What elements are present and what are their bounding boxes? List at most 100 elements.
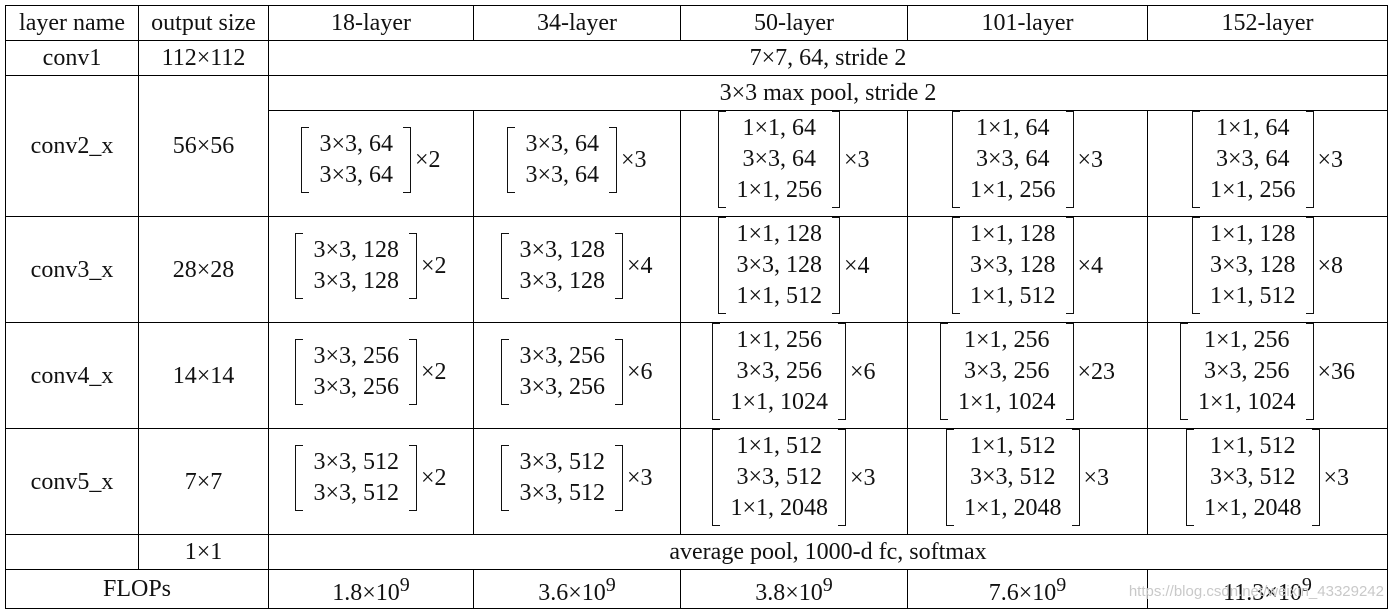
block-cell: 1×1, 256 3×3, 256 1×1, 1024 ×23	[907, 322, 1148, 429]
watermark: https://blog.csdn.net/weixin_43329242	[1128, 583, 1384, 600]
repeat-factor: ×3	[1317, 146, 1344, 173]
conv-layer-spec: 3×3, 512	[519, 479, 605, 506]
repeat-factor: ×4	[844, 252, 870, 279]
layer-stack: 1×1, 64 3×3, 64 1×1, 256	[736, 111, 822, 208]
conv-layer-spec: 1×1, 128	[969, 221, 1056, 247]
output-size: 7×7	[138, 428, 269, 535]
conv-layer-spec: 3×3, 128	[969, 252, 1056, 278]
bracket-matrix: 3×3, 64 3×3, 64	[507, 126, 617, 193]
conv-layer-spec: 1×1, 256	[969, 177, 1056, 203]
block-cell: 3×3, 64 3×3, 64 ×3	[473, 110, 681, 217]
conv-layer-spec: 3×3, 64	[975, 146, 1050, 172]
layer-stack: 3×3, 128 3×3, 128	[519, 233, 605, 299]
bracket-matrix: 1×1, 128 3×3, 128 1×1, 512	[718, 217, 840, 314]
repeat-factor: ×3	[621, 146, 647, 173]
left-bracket	[1185, 429, 1194, 526]
right-bracket	[1311, 429, 1320, 526]
bracket-matrix: 1×1, 128 3×3, 128 1×1, 512	[951, 217, 1074, 314]
block-cell: 1×1, 128 3×3, 128 1×1, 512 ×4	[680, 216, 908, 323]
flops-value: 3.8×109	[680, 569, 908, 609]
right-bracket	[1065, 217, 1074, 314]
repeat-factor: ×3	[850, 464, 876, 491]
conv1-row: conv1 112×112 7×7, 64, stride 2	[5, 40, 1388, 76]
output-size: 56×56	[138, 75, 269, 217]
residual-block: 1×1, 512 3×3, 512 1×1, 2048 ×3	[945, 429, 1110, 526]
layer-stack: 1×1, 256 3×3, 256 1×1, 1024	[730, 323, 828, 420]
bracket-matrix: 3×3, 512 3×3, 512	[501, 444, 623, 511]
bracket-matrix: 1×1, 256 3×3, 256 1×1, 1024	[712, 323, 846, 420]
header-cell: 101-layer	[907, 5, 1148, 41]
bracket-matrix: 1×1, 512 3×3, 512 1×1, 2048	[1185, 429, 1320, 526]
left-bracket	[1191, 111, 1200, 208]
residual-block: 1×1, 64 3×3, 64 1×1, 256 ×3	[1191, 111, 1344, 208]
residual-block: 1×1, 64 3×3, 64 1×1, 256 ×3	[718, 111, 870, 208]
bracket-matrix: 3×3, 128 3×3, 128	[295, 232, 417, 299]
left-bracket	[712, 323, 721, 420]
output-size: 28×28	[138, 216, 269, 323]
conv-layer-spec: 1×1, 256	[963, 327, 1050, 353]
left-bracket	[501, 232, 510, 299]
conv-layer-spec: 1×1, 512	[969, 283, 1056, 309]
repeat-factor: ×3	[1323, 464, 1350, 491]
right-bracket	[1065, 323, 1074, 420]
right-bracket	[615, 338, 623, 405]
block-cell: 1×1, 256 3×3, 256 1×1, 1024 ×6	[680, 322, 908, 429]
conv-layer-spec: 3×3, 512	[313, 479, 399, 506]
repeat-factor: ×2	[421, 358, 447, 385]
residual-block: 1×1, 256 3×3, 256 1×1, 1024 ×36	[1179, 323, 1355, 420]
left-bracket	[718, 217, 727, 314]
bracket-matrix: 1×1, 256 3×3, 256 1×1, 1024	[939, 323, 1074, 420]
bracket-matrix: 1×1, 512 3×3, 512 1×1, 2048	[945, 429, 1080, 526]
output-size: 112×112	[138, 40, 269, 76]
flops-value: 3.6×109	[473, 569, 681, 609]
repeat-factor: ×3	[1083, 464, 1110, 491]
repeat-factor: ×2	[415, 146, 441, 173]
flops-exponent: 9	[1301, 574, 1312, 596]
right-bracket	[1305, 323, 1314, 420]
layer-name	[5, 534, 139, 570]
conv-layer-spec: 1×1, 64	[742, 115, 816, 141]
repeat-factor: ×2	[421, 464, 447, 491]
residual-block: 1×1, 256 3×3, 256 1×1, 1024 ×6	[712, 323, 876, 420]
repeat-factor: ×6	[627, 358, 653, 385]
conv-layer-spec: 3×3, 256	[1203, 358, 1290, 384]
conv-layer-spec: 3×3, 256	[736, 358, 822, 384]
conv-layer-spec: 1×1, 2048	[1203, 495, 1302, 521]
repeat-factor: ×3	[844, 146, 870, 173]
header-cell: 152-layer	[1147, 5, 1388, 41]
conv1-spec: 7×7, 64, stride 2	[268, 40, 1388, 76]
layer-stack: 1×1, 128 3×3, 128 1×1, 512	[736, 217, 822, 314]
final-spec: average pool, 1000-d fc, softmax	[268, 534, 1388, 570]
conv-layer-spec: 3×3, 128	[519, 267, 605, 294]
right-bracket	[409, 232, 417, 299]
block-cell: 3×3, 512 3×3, 512 ×3	[473, 428, 681, 535]
layer-stack: 1×1, 256 3×3, 256 1×1, 1024	[1198, 323, 1296, 420]
conv-layer-spec: 3×3, 128	[1209, 252, 1296, 278]
conv-layer-spec: 1×1, 64	[975, 115, 1050, 141]
bracket-matrix: 3×3, 256 3×3, 256	[501, 338, 623, 405]
layer-stack: 3×3, 512 3×3, 512	[313, 445, 399, 511]
header-cell: 50-layer	[680, 5, 908, 41]
block-cell: 1×1, 64 3×3, 64 1×1, 256 ×3	[907, 110, 1148, 217]
right-bracket	[1305, 217, 1314, 314]
conv-layer-spec: 1×1, 512	[969, 433, 1056, 459]
residual-block: 3×3, 64 3×3, 64 ×3	[507, 126, 647, 193]
repeat-factor: ×4	[627, 252, 653, 279]
layer-stack: 1×1, 512 3×3, 512 1×1, 2048	[1204, 429, 1302, 526]
conv-layer-spec: 3×3, 256	[313, 373, 399, 400]
residual-block: 3×3, 128 3×3, 128 ×2	[295, 232, 447, 299]
conv-layer-spec: 1×1, 256	[736, 327, 822, 353]
residual-block: 3×3, 512 3×3, 512 ×2	[295, 444, 447, 511]
left-bracket	[295, 444, 304, 511]
output-size: 1×1	[138, 534, 269, 570]
left-bracket	[951, 111, 960, 208]
flops-exponent: 9	[822, 574, 833, 596]
conv-layer-spec: 3×3, 512	[519, 448, 605, 475]
layer-name: conv4_x	[5, 322, 139, 429]
bracket-matrix: 3×3, 64 3×3, 64	[301, 126, 411, 193]
flops-mantissa: 3.6×10	[538, 580, 606, 606]
flops-row: FLOPs 1.8×109 3.6×109 3.8×109 7.6×109 11…	[5, 569, 1388, 609]
layer-name: conv3_x	[5, 216, 139, 323]
block-cell: 3×3, 128 3×3, 128 ×4	[473, 216, 681, 323]
right-bracket	[609, 126, 617, 193]
